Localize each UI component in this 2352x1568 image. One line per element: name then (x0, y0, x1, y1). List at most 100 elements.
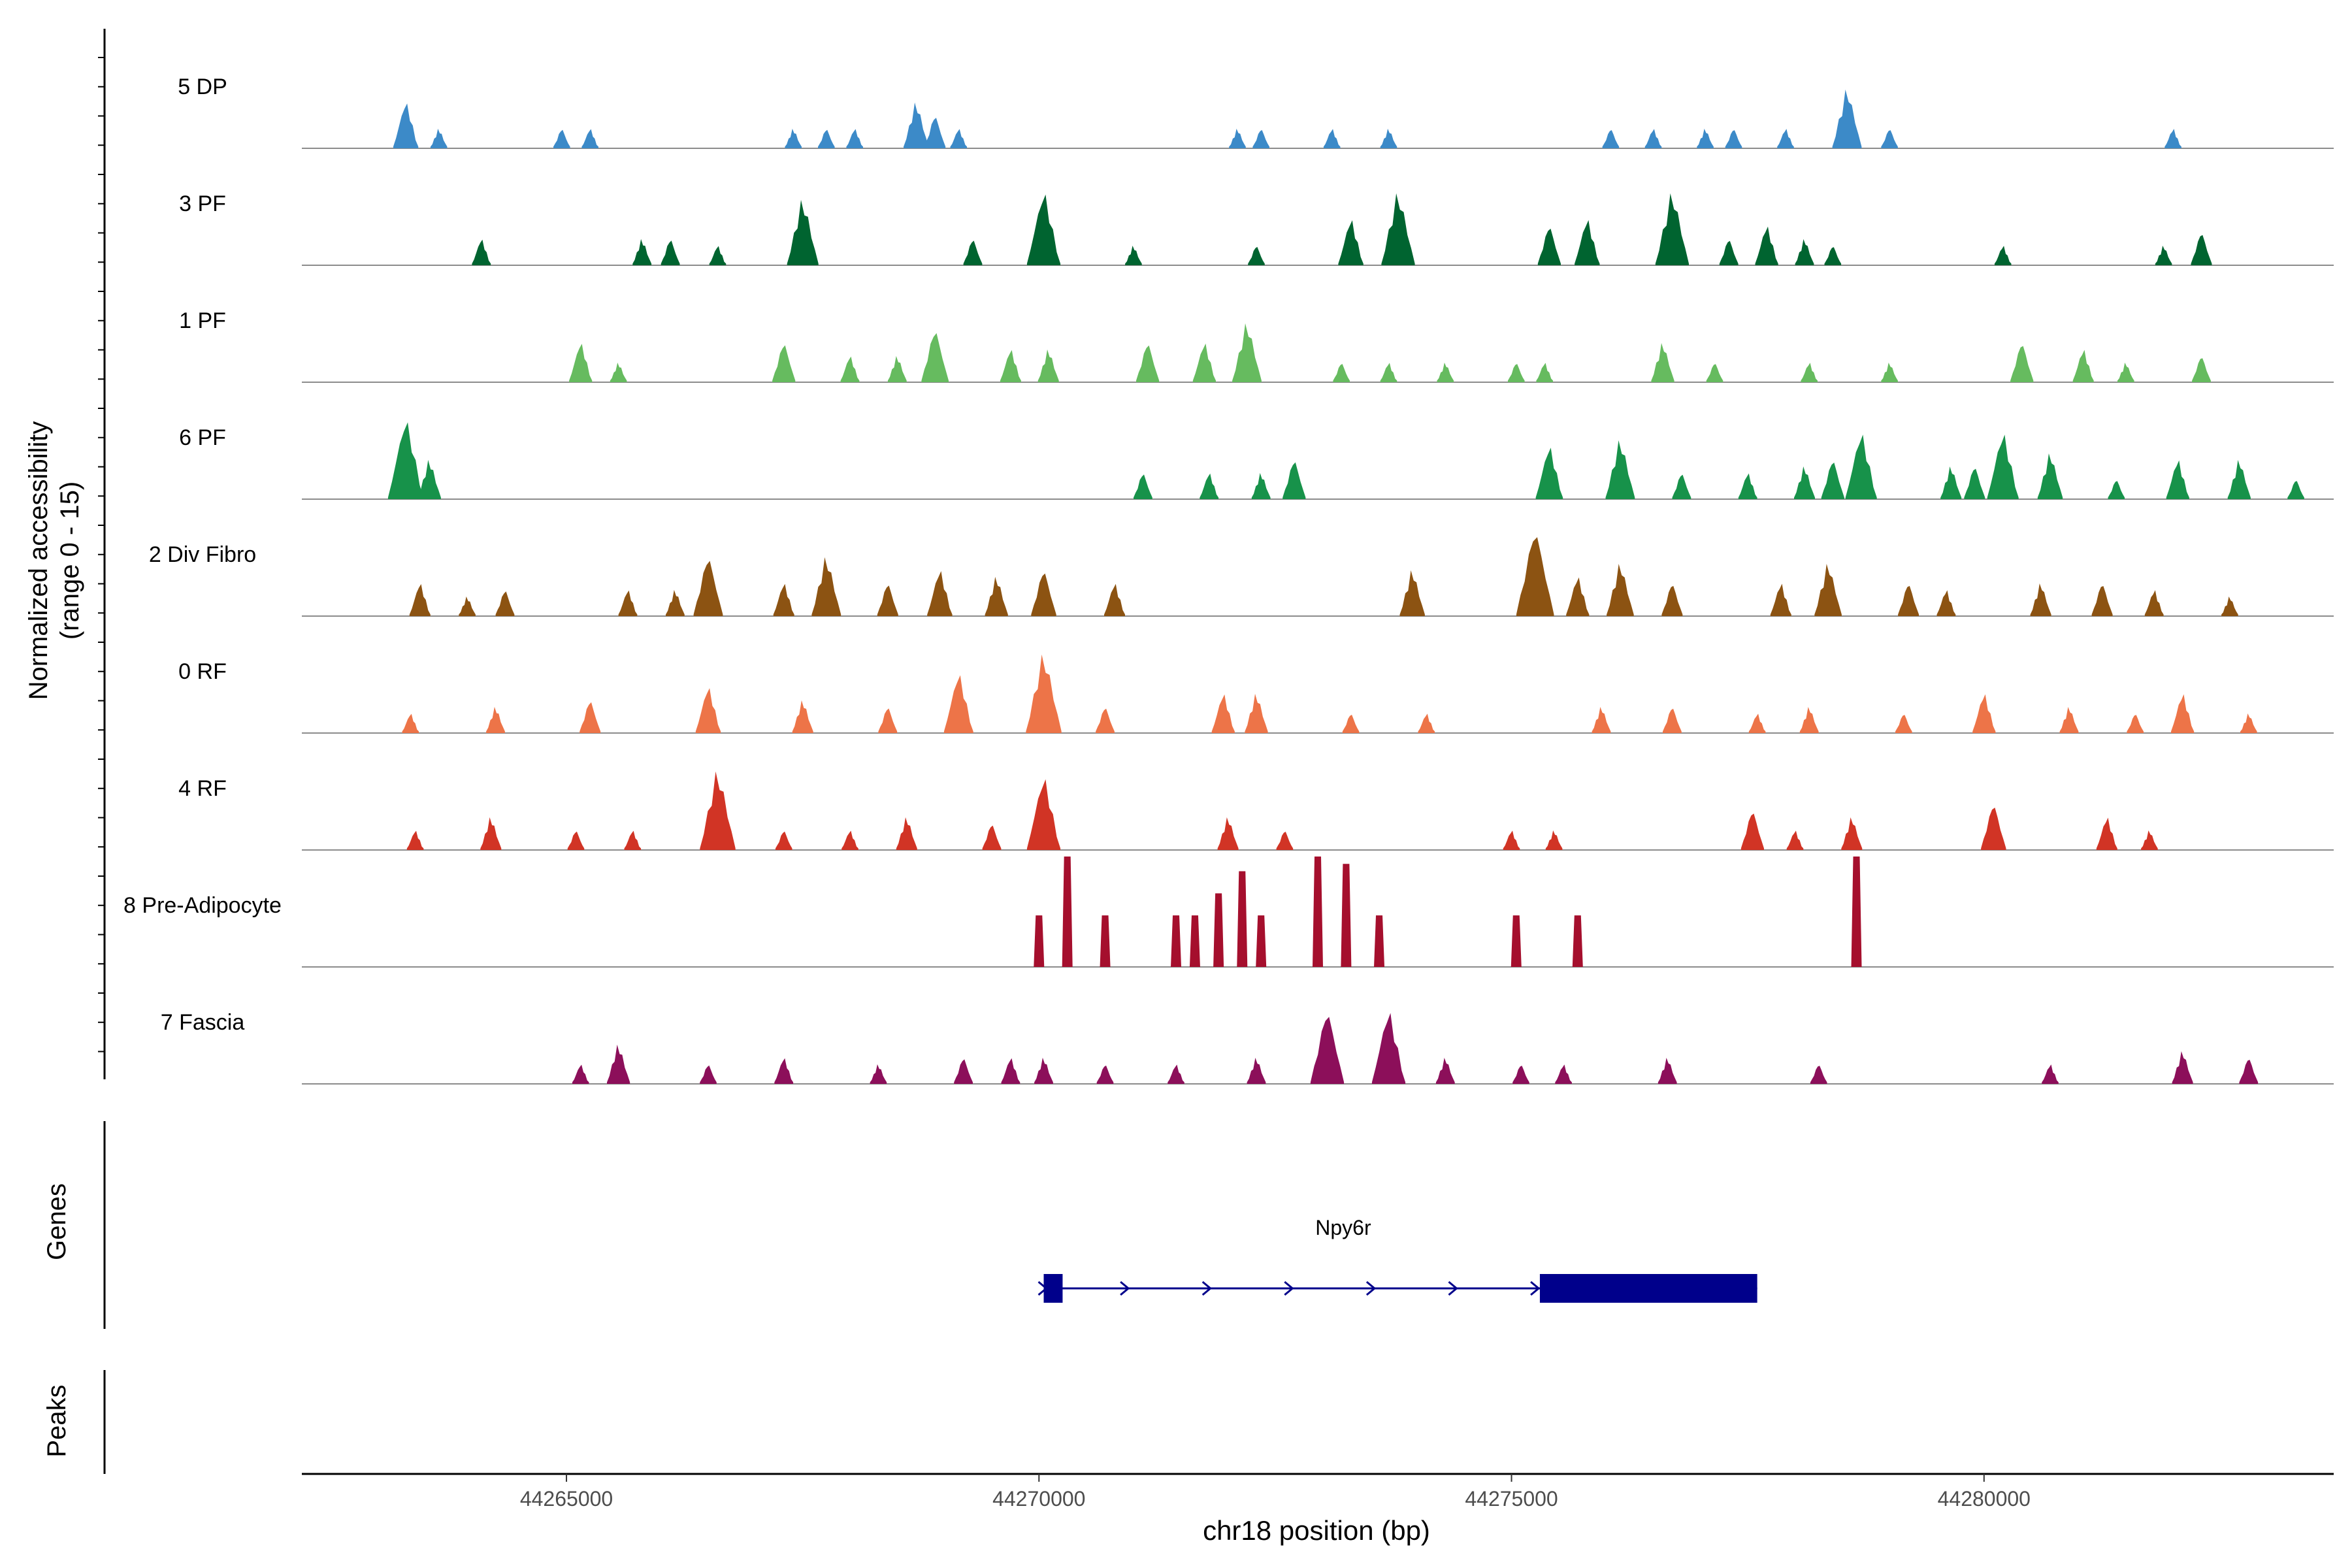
peak-mark (2221, 596, 2238, 616)
peak-mark (569, 344, 593, 382)
gene-exon (1539, 1274, 1757, 1303)
peak-mark (1777, 129, 1794, 148)
peak-mark (1217, 817, 1239, 850)
peak-mark (1232, 323, 1262, 382)
peak-mark (1516, 537, 1554, 616)
peak-mark (1248, 246, 1265, 265)
peak-mark (1972, 694, 1996, 733)
accessibility-ylabel-line1: Normalized accessibility (24, 421, 53, 700)
peak-mark (1994, 246, 2012, 265)
peak-mark (1252, 130, 1269, 148)
peak-mark (878, 708, 898, 733)
peak-mark (693, 561, 723, 616)
strand-arrow (1365, 1281, 1377, 1296)
peak-mark (950, 129, 968, 148)
peak-mark (1333, 364, 1350, 382)
peak-mark (1786, 830, 1804, 850)
peak-mark (1964, 468, 1985, 499)
peak-mark (1256, 915, 1267, 967)
peak-mark (709, 246, 727, 265)
peak-mark (409, 584, 431, 616)
peak-mark (2096, 817, 2117, 850)
peak-mark (792, 700, 813, 733)
peak-mark (1282, 462, 1306, 499)
peak-mark (480, 817, 502, 850)
peak-mark (1845, 434, 1877, 499)
peak-mark (618, 590, 638, 616)
track-2: 3 PF (179, 191, 2334, 266)
peak-mark (2059, 707, 2079, 733)
peak-mark (954, 1059, 973, 1084)
peak-mark (2164, 129, 2181, 148)
peak-mark (1380, 129, 1397, 148)
peak-mark (785, 129, 802, 148)
peak-mark (1697, 129, 1714, 148)
peak-mark (1313, 857, 1323, 967)
track-label: 6 PF (179, 425, 226, 450)
peak-mark (924, 118, 946, 148)
peak-mark (2042, 1064, 2059, 1084)
track-9: 7 Fascia (161, 1010, 2334, 1085)
peaks-ylabel: Peaks (42, 1384, 71, 1457)
peak-mark (2287, 481, 2304, 499)
peak-mark (1663, 708, 1682, 733)
peak-mark (2117, 363, 2134, 382)
track-label: 0 RF (178, 659, 227, 684)
peak-mark (1940, 466, 1962, 499)
peak-mark (772, 345, 796, 382)
peak-mark (1536, 363, 1553, 382)
peak-mark (1213, 893, 1224, 967)
peak-mark (1851, 857, 1862, 967)
peak-mark (1104, 583, 1125, 616)
track-label: 8 Pre-Adipocyte (123, 893, 282, 918)
track-6: 0 RF (178, 654, 2334, 734)
peak-mark (1000, 350, 1021, 382)
peak-mark (472, 239, 491, 265)
peak-mark (1037, 349, 1059, 382)
peak-mark (921, 333, 949, 382)
peak-mark (1824, 247, 1842, 265)
peak-mark (1245, 693, 1268, 733)
peak-mark (1034, 915, 1045, 967)
peak-mark (607, 1044, 630, 1084)
peak-mark (387, 422, 424, 499)
peak-mark (927, 571, 953, 616)
peak-mark (402, 713, 419, 733)
peak-mark (982, 825, 1002, 850)
peak-mark (1418, 713, 1435, 733)
track-4: 6 PF (179, 422, 2334, 500)
peak-mark (486, 706, 505, 733)
peak-mark (1371, 1013, 1406, 1084)
peak-mark (846, 129, 863, 148)
peak-mark (887, 355, 907, 382)
peak-mark (1026, 654, 1062, 733)
peak-mark (1200, 473, 1219, 499)
peak-mark (1799, 707, 1819, 733)
peak-mark (1814, 564, 1842, 616)
peak-mark (1535, 448, 1563, 499)
peak-mark (1658, 1058, 1677, 1084)
peak-mark (666, 589, 685, 616)
peak-mark (1096, 708, 1115, 733)
peak-mark (1651, 343, 1674, 382)
peak-mark (1605, 440, 1635, 499)
peak-mark (393, 103, 419, 148)
peak-mark (1841, 817, 1863, 850)
gene-name-label: Npy6r (1315, 1216, 1371, 1239)
accessibility-panel: 5 DP 3 PF 1 PF 6 PF 2 Div Fibro 0 RF 4 RF 8 Pre… (98, 29, 2334, 1085)
peak-mark (1987, 434, 2019, 499)
track-7: 4 RF (178, 771, 2334, 851)
peak-mark (841, 830, 858, 850)
peak-mark (2191, 235, 2212, 265)
peak-mark (553, 129, 570, 148)
peak-mark (1100, 915, 1111, 967)
peak-mark (695, 688, 721, 733)
peak-mark (2108, 481, 2125, 499)
peak-mark (2240, 713, 2257, 733)
peak-mark (1134, 474, 1152, 499)
genes-ylabel: Genes (42, 1183, 71, 1260)
x-tick-label: 44265000 (520, 1487, 613, 1511)
peak-mark (2072, 350, 2094, 382)
peak-mark (1435, 1058, 1455, 1084)
peak-mark (1755, 226, 1778, 265)
